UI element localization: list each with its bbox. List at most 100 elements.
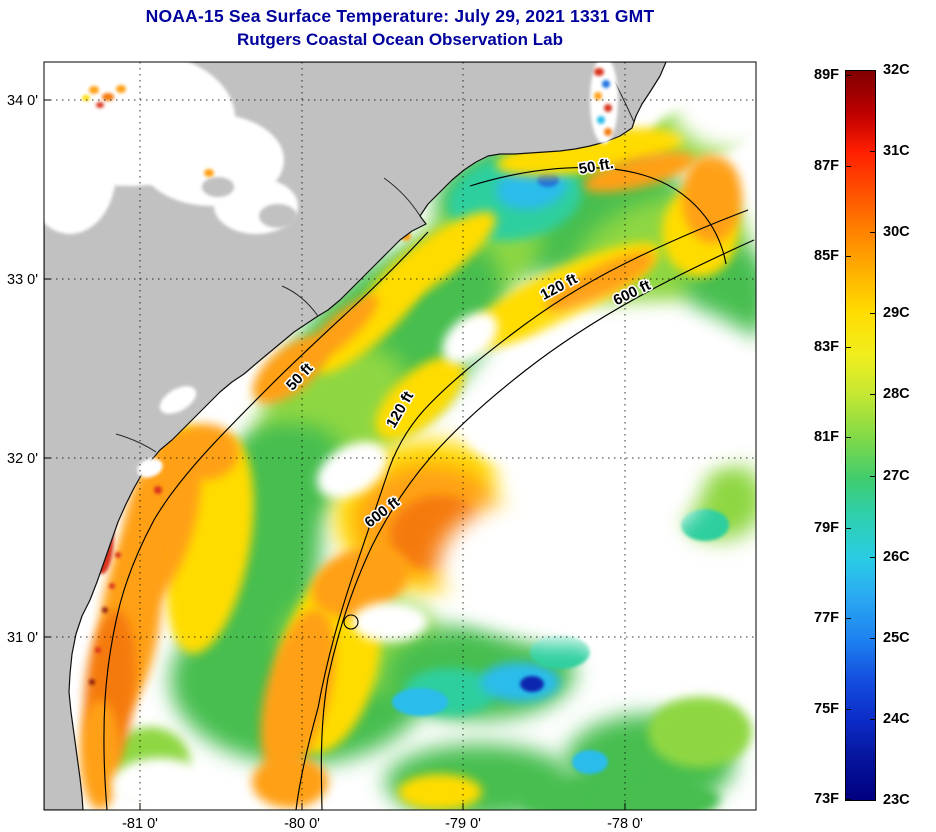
colorbar-tick: [846, 346, 851, 348]
colorbar-label-fahrenheit: 85F: [814, 247, 839, 264]
colorbar-tick: [870, 70, 875, 71]
sst-blob: [316, 276, 424, 374]
depth-contour-ring: [343, 614, 359, 630]
sst-blob: [520, 676, 544, 692]
colorbar-tick: [846, 527, 851, 529]
river: [281, 285, 319, 317]
colorbar-tick: [846, 437, 851, 438]
sst-blob: [530, 635, 590, 669]
colorbar-tick: [870, 556, 875, 558]
cloud-artifact-speckle: [602, 80, 610, 88]
sst-speckle: [89, 679, 95, 685]
colorbar-label-celsius: 31C: [883, 142, 910, 159]
colorbar-label-celsius: 25C: [883, 629, 910, 646]
figure-title: NOAA-15 Sea Surface Temperature: July 29…: [145, 6, 655, 26]
colorbar-tick: [870, 232, 875, 234]
cloud-over-land: [44, 110, 116, 234]
sst-blob: [537, 173, 559, 187]
cloud-blob: [112, 758, 208, 810]
sst-blob: [480, 662, 560, 702]
land-patch: [202, 177, 234, 197]
cloud-blob: [352, 602, 428, 642]
latitude-tick-label: 33 0': [7, 272, 38, 288]
cloud-over-land: [137, 458, 163, 478]
sst-blob: [252, 756, 328, 808]
longitude-tick-label: -78 0': [607, 816, 643, 832]
sst-blob: [398, 774, 482, 810]
colorbar-label-fahrenheit: 89F: [814, 66, 839, 83]
colorbar-tick: [846, 799, 851, 800]
colorbar-label-fahrenheit: 87F: [814, 157, 839, 174]
figure-subtitle: Rutgers Coastal Ocean Observation Lab: [237, 30, 563, 49]
sst-speckle: [115, 552, 121, 558]
colorbar-label-fahrenheit: 73F: [814, 790, 839, 807]
cloud-artifact-speckle: [604, 104, 612, 112]
colorbar-tick: [870, 151, 875, 153]
cloud-blob: [442, 312, 498, 364]
latitude-tick-label: 31 0': [7, 630, 38, 646]
sst-blob: [252, 336, 328, 404]
depth-contour: [295, 209, 749, 810]
colorbar-label-fahrenheit: 79F: [814, 519, 839, 536]
cloud-artifact-speckle: [116, 85, 126, 93]
cloud-blob: [316, 441, 388, 499]
sst-blob: [392, 688, 448, 716]
sst-blob: [682, 153, 742, 243]
cloud-artifact-speckle: [96, 102, 104, 108]
colorbar-tick: [870, 394, 875, 396]
sst-speckle: [176, 438, 184, 446]
colorbar-label-celsius: 24C: [883, 710, 910, 727]
colorbar-tick: [870, 313, 875, 315]
colorbar-label-celsius: 32C: [883, 61, 910, 78]
longitude-tick-label: -81 0': [122, 816, 158, 832]
river: [383, 177, 421, 217]
sst-blob: [171, 424, 239, 480]
sst-speckle: [154, 486, 162, 494]
cloud-over-land: [159, 386, 197, 414]
colorbar-label-fahrenheit: 83F: [814, 338, 839, 355]
sst-blob: [545, 252, 655, 312]
colorbar-label-celsius: 30C: [883, 223, 910, 240]
sst-blob: [375, 356, 465, 440]
latitude-tick-label: 32 0': [7, 451, 38, 467]
colorbar-tick: [846, 618, 851, 619]
sst-blob: [648, 696, 752, 768]
colorbar-label-fahrenheit: 81F: [814, 428, 839, 445]
cloud-artifact-speckle: [597, 116, 605, 124]
colorbar: [845, 70, 876, 801]
colorbar-label-fahrenheit: 75F: [814, 700, 839, 717]
colorbar-tick: [846, 75, 851, 76]
depth-contour: [103, 231, 429, 810]
sst-speckle: [109, 583, 115, 589]
sst-blob: [80, 700, 120, 810]
colorbar-tick: [870, 718, 875, 720]
map-border: [43, 61, 757, 811]
sst-speckle: [95, 647, 101, 653]
cloud-artifact-speckle: [594, 68, 604, 76]
colorbar-tick: [846, 256, 851, 257]
cloud-blob: [670, 62, 756, 152]
cloud-blob: [585, 565, 756, 685]
sst-speckle: [102, 607, 108, 613]
depth-contour: [320, 239, 755, 810]
cloud-artifact-speckle: [594, 92, 602, 100]
cloud-artifact-speckle: [204, 169, 214, 177]
colorbar-label-celsius: 28C: [883, 386, 910, 403]
land-mass: [44, 62, 667, 810]
colorbar-label-fahrenheit: 77F: [814, 609, 839, 626]
cloud-artifact-speckle: [102, 93, 114, 101]
cloud-over-land: [590, 62, 618, 144]
latitude-tick-label: 34 0': [7, 93, 38, 109]
cloud-artifact-speckle: [604, 128, 612, 136]
cloud-artifact-speckle: [89, 86, 99, 94]
colorbar-tick: [846, 708, 851, 710]
river: [115, 433, 157, 453]
colorbar-label-celsius: 29C: [883, 305, 910, 322]
colorbar-label-celsius: 27C: [883, 467, 910, 484]
colorbar-tick: [870, 637, 875, 639]
colorbar-tick: [846, 165, 851, 167]
sst-blob: [260, 609, 336, 775]
